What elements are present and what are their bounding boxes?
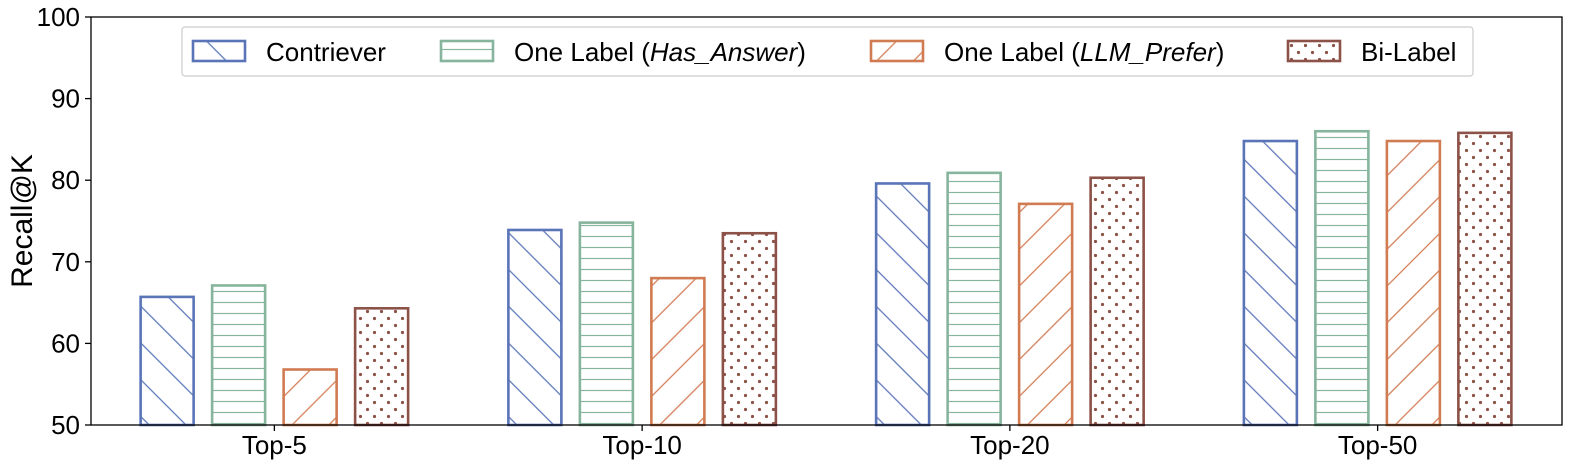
bar-one-label-llm-prefer-top-10 bbox=[650, 276, 706, 427]
bar-contriever-top-10 bbox=[507, 228, 563, 427]
legend-frame bbox=[181, 26, 1474, 77]
legend-label: One Label (Has_Answer) bbox=[514, 37, 806, 67]
y-tick-label: 90 bbox=[51, 84, 80, 114]
bar-bi-label-top-50 bbox=[1457, 131, 1513, 427]
y-axis: 50 60 70 80 90 100 bbox=[37, 2, 91, 440]
y-tick-label: 80 bbox=[51, 165, 80, 195]
bar-contriever-top-50 bbox=[1242, 139, 1299, 427]
y-axis-title: Recall@K bbox=[6, 154, 39, 288]
legend: Contriever One Label (Has_Answer) One Labe… bbox=[181, 26, 1474, 77]
y-tick-label: 100 bbox=[37, 2, 80, 32]
y-tick-label: 70 bbox=[51, 247, 80, 277]
plot-frame bbox=[90, 16, 1563, 426]
legend-swatch bbox=[869, 39, 925, 63]
x-tick-label: Top-10 bbox=[602, 430, 682, 460]
bar-one-label-has-answer-top-20 bbox=[946, 171, 1002, 427]
y-tick-label: 50 bbox=[51, 410, 80, 440]
x-tick-label: Top-20 bbox=[970, 430, 1050, 460]
legend-label: Bi-Label bbox=[1361, 37, 1456, 67]
legend-swatch bbox=[191, 39, 247, 63]
bar-contriever-top-5 bbox=[139, 295, 195, 427]
bar-bi-label-top-20 bbox=[1089, 176, 1145, 427]
bar-contriever-top-20 bbox=[874, 182, 931, 427]
bar-one-label-llm-prefer-top-50 bbox=[1385, 139, 1442, 427]
legend-label: Contriever bbox=[266, 37, 386, 67]
bar-one-label-llm-prefer-top-5 bbox=[282, 368, 338, 427]
x-tick-label: Top-5 bbox=[242, 430, 307, 460]
legend-swatch bbox=[1286, 39, 1342, 63]
bar-one-label-has-answer-top-50 bbox=[1314, 129, 1370, 427]
bar-one-label-llm-prefer-top-20 bbox=[1017, 202, 1074, 427]
bar-bi-label-top-10 bbox=[721, 231, 778, 427]
bar-bi-label-top-5 bbox=[353, 307, 410, 427]
y-tick-label: 60 bbox=[51, 328, 80, 358]
bar-one-label-has-answer-top-5 bbox=[210, 284, 267, 427]
bars-layer bbox=[139, 129, 1513, 427]
bar-one-label-has-answer-top-10 bbox=[578, 221, 635, 427]
x-tick-label: Top-50 bbox=[1338, 430, 1418, 460]
legend-swatch bbox=[439, 39, 495, 63]
x-axis: Top-5 Top-10 Top-20 Top-50 bbox=[242, 425, 1418, 460]
legend-label: One Label (LLM_Prefer) bbox=[944, 37, 1224, 67]
